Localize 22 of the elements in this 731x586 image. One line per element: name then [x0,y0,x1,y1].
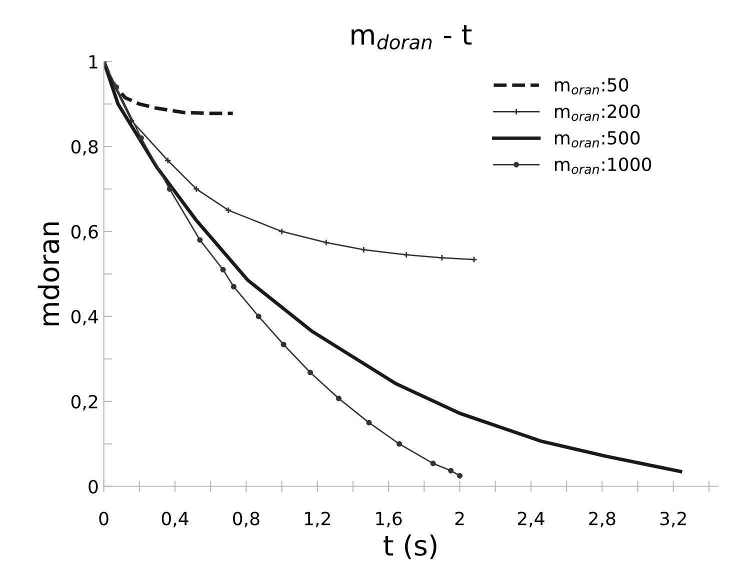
x-tick-label: 2,8 [589,512,616,528]
x-axis-title: t (s) [384,534,436,560]
y-tick-label: 1 [89,55,98,68]
x-tick-label: 0,4 [162,512,188,528]
legend-label: m$_{oran}$:50 [554,78,628,94]
y-axis-title: mdoran [38,222,60,326]
x-tick-label: 0,8 [233,512,260,528]
x-tick-label: 2 [455,512,464,526]
x-tick-label: 3,2 [660,512,686,528]
y-tick-label: 0,2 [71,394,98,410]
chart-title: m$_{doran}$ - t [352,25,472,50]
legend-label: m$_{oran}$:500 [554,130,640,148]
y-tick-label: 0 [88,480,98,494]
legend-label: m$_{oran}$:200 [554,104,640,121]
legend-label: m$_{oran}$:1000 [554,157,652,174]
y-tick-label: 0,8 [71,140,98,156]
x-tick-label: 1,2 [305,512,330,528]
y-tick-label: 0,4 [71,310,98,326]
y-tick-label: 0,6 [71,224,98,240]
x-tick-label: 1,6 [376,512,402,528]
x-tick-label: 0 [99,512,108,526]
x-tick-label: 2,4 [518,512,544,528]
